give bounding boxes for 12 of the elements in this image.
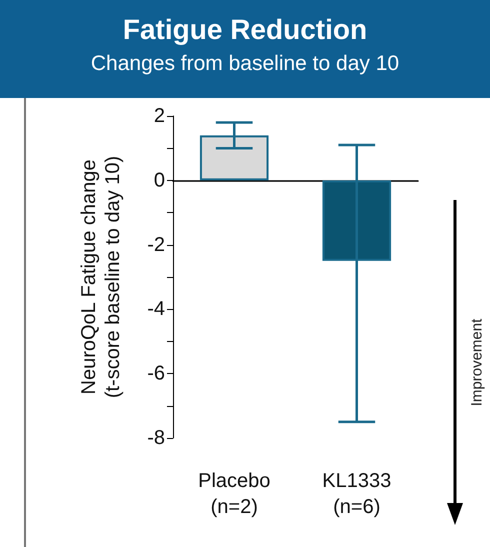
y-tick-label: -8 xyxy=(147,427,165,449)
x-tick-label: KL1333 (n=6) xyxy=(322,470,392,518)
text: Improvement xyxy=(468,318,486,406)
chart-title: Fatigue Reduction xyxy=(122,14,368,46)
chart-subtitle: Changes from baseline to day 10 xyxy=(90,52,400,76)
y-tick-label: -4 xyxy=(147,298,165,320)
y-tick-label: 0 xyxy=(154,169,165,192)
y-tick-label: -2 xyxy=(147,234,165,256)
y-axis-title: NeuroQoL Fatigue change (t-score baseline to day 10) xyxy=(78,156,124,398)
y-tick-label: 2 xyxy=(154,105,165,127)
y-tick-label: -6 xyxy=(147,362,165,385)
x-tick-label: Placebo (n=2) xyxy=(198,470,270,518)
